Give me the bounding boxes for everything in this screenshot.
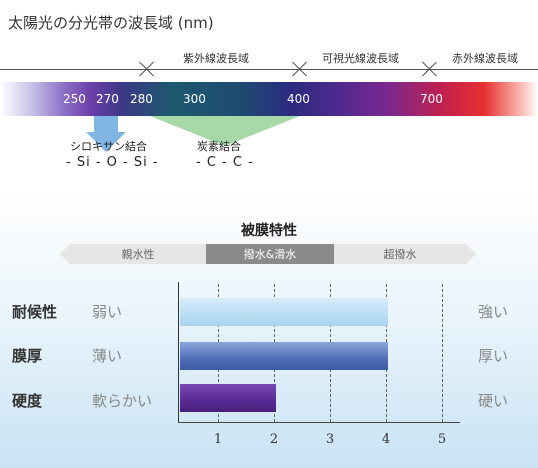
siloxane-formula: - Si - O - Si -	[66, 155, 159, 170]
spectrum-band	[0, 82, 538, 116]
carbon-arrow	[150, 116, 300, 146]
region-divider-uv-visible	[292, 61, 308, 77]
hydrophobicity-scale	[60, 244, 476, 264]
siloxane-bond-label: シロキサン結合	[70, 140, 147, 153]
carbon-bond-label: 炭素結合	[197, 140, 241, 153]
wavelength-400: 400	[287, 92, 310, 106]
wavelength-700: 700	[420, 92, 443, 106]
tick-2: 2	[269, 432, 279, 447]
region-divider-visible-ir	[422, 61, 438, 77]
weak-label-thickness: 薄い	[92, 347, 123, 365]
scale-hydrophilic: 親水性	[121, 248, 155, 261]
tick-5: 5	[437, 432, 447, 447]
row-label-hardness: 硬度	[12, 392, 43, 410]
region-label-uv: 紫外線波長域	[183, 52, 249, 65]
tick-4: 4	[381, 432, 391, 447]
wavelength-300: 300	[183, 92, 206, 106]
film-properties-title: 被膜特性	[241, 223, 297, 239]
weak-label-weather: 弱い	[92, 303, 123, 321]
wavelength-250: 250	[63, 92, 86, 106]
region-label-visible: 可視光線波長域	[322, 52, 399, 65]
region-label-ir: 赤外線波長域	[452, 52, 518, 65]
siloxane-arrow	[86, 116, 126, 152]
chart-y-axis	[178, 282, 179, 422]
region-divider-uv-start	[139, 61, 155, 77]
tick-1: 1	[213, 432, 223, 447]
chart-baseline	[178, 422, 460, 423]
wavelength-280: 280	[130, 92, 153, 106]
gridline-5	[442, 284, 443, 422]
tick-3: 3	[325, 432, 335, 447]
row-label-weather: 耐候性	[12, 303, 58, 321]
row-label-thickness: 膜厚	[12, 347, 43, 365]
bar-thickness	[180, 342, 388, 370]
scale-water-repellent: 撥水&滑水	[243, 248, 297, 261]
strong-label-thickness: 厚い	[478, 347, 509, 365]
strong-label-weather: 強い	[478, 303, 509, 321]
carbon-formula: - C - C -	[196, 155, 254, 170]
background-gradient	[0, 190, 538, 468]
wavelength-270: 270	[96, 92, 119, 106]
spectrum-axis-line	[0, 69, 538, 70]
weak-label-hardness: 軟らかい	[92, 392, 153, 410]
page-title: 太陽光の分光帯の波長域 (nm)	[8, 14, 214, 32]
bar-hardness	[180, 384, 276, 412]
scale-super-repellent: 超撥水	[383, 248, 417, 261]
strong-label-hardness: 硬い	[478, 392, 509, 410]
bar-weather	[180, 298, 388, 326]
